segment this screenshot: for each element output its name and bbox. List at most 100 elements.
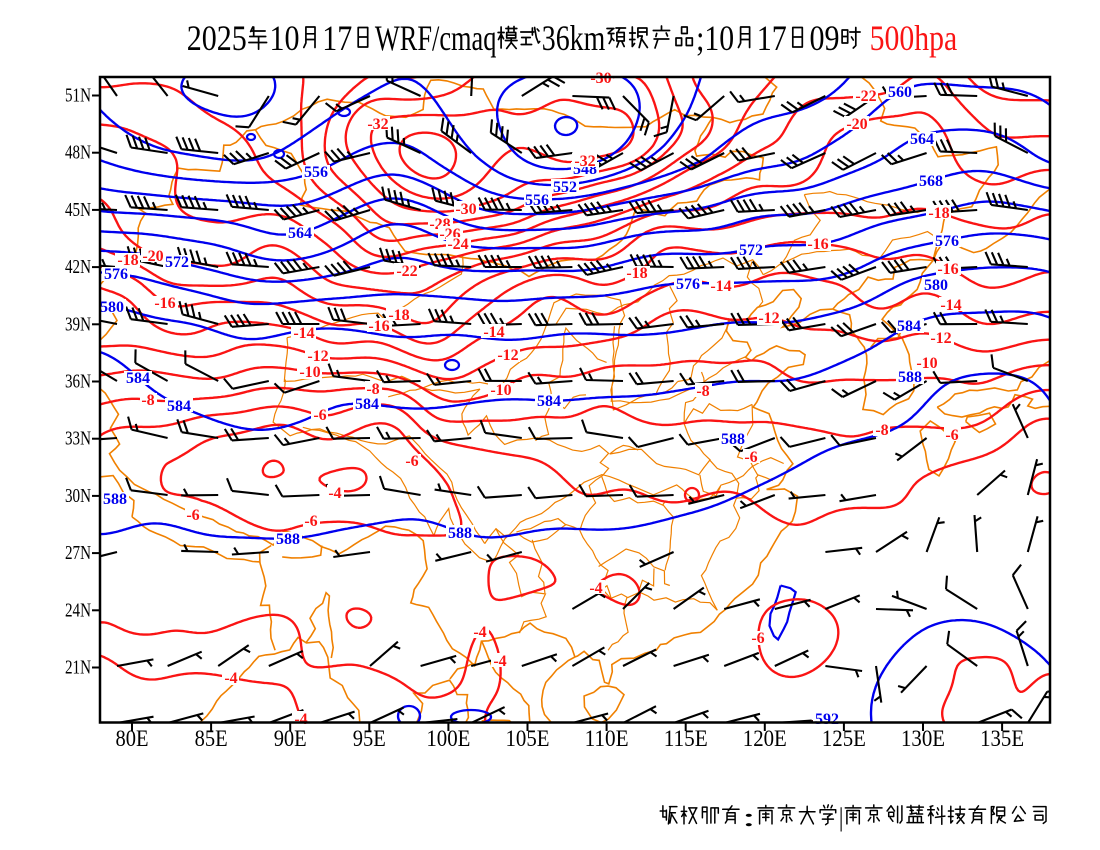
svg-text:-4: -4 — [473, 624, 486, 641]
svg-text:-4: -4 — [493, 653, 506, 670]
svg-text:584: 584 — [126, 370, 150, 387]
svg-text:576: 576 — [935, 233, 959, 250]
svg-text:-32: -32 — [367, 116, 388, 133]
svg-text:-10: -10 — [490, 382, 511, 399]
svg-text:-16: -16 — [154, 295, 175, 312]
svg-text:-12: -12 — [497, 347, 518, 364]
svg-text:120E: 120E — [743, 726, 787, 751]
svg-text:564: 564 — [910, 131, 934, 148]
svg-text:-20: -20 — [142, 248, 163, 265]
svg-text:580: 580 — [100, 299, 124, 316]
svg-text:-8: -8 — [696, 383, 709, 400]
svg-text:-14: -14 — [483, 324, 504, 341]
svg-text:-6: -6 — [304, 513, 317, 530]
svg-text:568: 568 — [919, 173, 943, 190]
svg-text:576: 576 — [104, 266, 128, 283]
svg-text:;10: ;10 — [696, 18, 734, 58]
svg-text:-4: -4 — [589, 580, 602, 597]
svg-text:588: 588 — [898, 369, 922, 386]
svg-text:588: 588 — [721, 431, 745, 448]
svg-text:115E: 115E — [664, 726, 708, 751]
svg-text:36N: 36N — [65, 371, 91, 393]
svg-text:-22: -22 — [855, 88, 876, 105]
svg-text:-4: -4 — [328, 485, 341, 502]
svg-text:-18: -18 — [928, 205, 949, 222]
svg-text:125E: 125E — [822, 726, 866, 751]
svg-text:-10: -10 — [916, 355, 937, 372]
svg-text:556: 556 — [525, 192, 549, 209]
svg-text:-18: -18 — [626, 265, 647, 282]
svg-text:-6: -6 — [405, 453, 418, 470]
svg-text:-6: -6 — [186, 507, 199, 524]
svg-text:-30: -30 — [455, 201, 476, 218]
svg-text:-12: -12 — [930, 330, 951, 347]
svg-text:17: 17 — [757, 18, 787, 58]
svg-text:-8: -8 — [141, 392, 154, 409]
svg-text:80E: 80E — [116, 726, 149, 751]
svg-text:588: 588 — [276, 531, 300, 548]
svg-text:100E: 100E — [426, 726, 470, 751]
svg-text:588: 588 — [103, 491, 127, 508]
svg-text:572: 572 — [165, 254, 189, 271]
svg-text:-18: -18 — [388, 307, 409, 324]
svg-text:90E: 90E — [274, 726, 307, 751]
svg-text:105E: 105E — [506, 726, 550, 751]
svg-text:500hpa: 500hpa — [862, 18, 957, 58]
svg-text:110E: 110E — [585, 726, 629, 751]
svg-text:24N: 24N — [65, 599, 91, 621]
svg-text:-18: -18 — [117, 252, 138, 269]
svg-text:09: 09 — [810, 18, 840, 58]
svg-text:17: 17 — [322, 18, 352, 58]
svg-text:584: 584 — [355, 396, 379, 413]
svg-text:42N: 42N — [65, 256, 91, 278]
svg-text:588: 588 — [448, 525, 472, 542]
svg-text:-14: -14 — [940, 297, 961, 314]
svg-text:-8: -8 — [875, 422, 888, 439]
svg-text:584: 584 — [167, 398, 191, 415]
svg-text:36km: 36km — [542, 18, 606, 58]
svg-text:-6: -6 — [744, 449, 757, 466]
svg-text:-14: -14 — [710, 278, 731, 295]
svg-text:-12: -12 — [758, 310, 779, 327]
svg-text:576: 576 — [676, 276, 700, 293]
svg-text:-4: -4 — [224, 670, 237, 687]
svg-text:560: 560 — [888, 84, 912, 101]
svg-text:-6: -6 — [313, 407, 326, 424]
svg-text:27N: 27N — [65, 542, 91, 564]
svg-text:572: 572 — [739, 242, 763, 259]
svg-text:-16: -16 — [807, 236, 828, 253]
svg-text:-16: -16 — [368, 318, 389, 335]
svg-text:-32: -32 — [574, 153, 595, 170]
svg-text:39N: 39N — [65, 313, 91, 335]
svg-text:-22: -22 — [396, 263, 417, 280]
svg-text:10: 10 — [270, 18, 300, 58]
svg-text:584: 584 — [537, 393, 561, 410]
svg-text:-12: -12 — [307, 348, 328, 365]
svg-text:-30: -30 — [590, 70, 611, 87]
svg-text:-8: -8 — [366, 381, 379, 398]
svg-text:135E: 135E — [980, 726, 1024, 751]
svg-text:85E: 85E — [195, 726, 228, 751]
svg-text:33N: 33N — [65, 428, 91, 450]
svg-text:30N: 30N — [65, 485, 91, 507]
svg-text:-20: -20 — [846, 116, 867, 133]
svg-text:21N: 21N — [65, 657, 91, 679]
svg-text:130E: 130E — [901, 726, 945, 751]
svg-text:580: 580 — [924, 277, 948, 294]
svg-text:564: 564 — [288, 225, 312, 242]
svg-text:-6: -6 — [751, 630, 764, 647]
svg-text:2025: 2025 — [187, 18, 247, 58]
svg-text:-10: -10 — [299, 364, 320, 381]
svg-text:51N: 51N — [65, 85, 91, 107]
svg-text:-16: -16 — [937, 261, 958, 278]
svg-text:95E: 95E — [353, 726, 386, 751]
svg-text:552: 552 — [553, 179, 577, 196]
svg-text:-24: -24 — [447, 236, 468, 253]
svg-text::: : — [742, 803, 756, 832]
svg-text:48N: 48N — [65, 142, 91, 164]
svg-text:WRF/cmaq: WRF/cmaq — [375, 18, 497, 58]
svg-text:584: 584 — [897, 318, 921, 335]
svg-text:-14: -14 — [293, 325, 314, 342]
svg-text:-6: -6 — [945, 427, 958, 444]
svg-text:556: 556 — [304, 164, 328, 181]
